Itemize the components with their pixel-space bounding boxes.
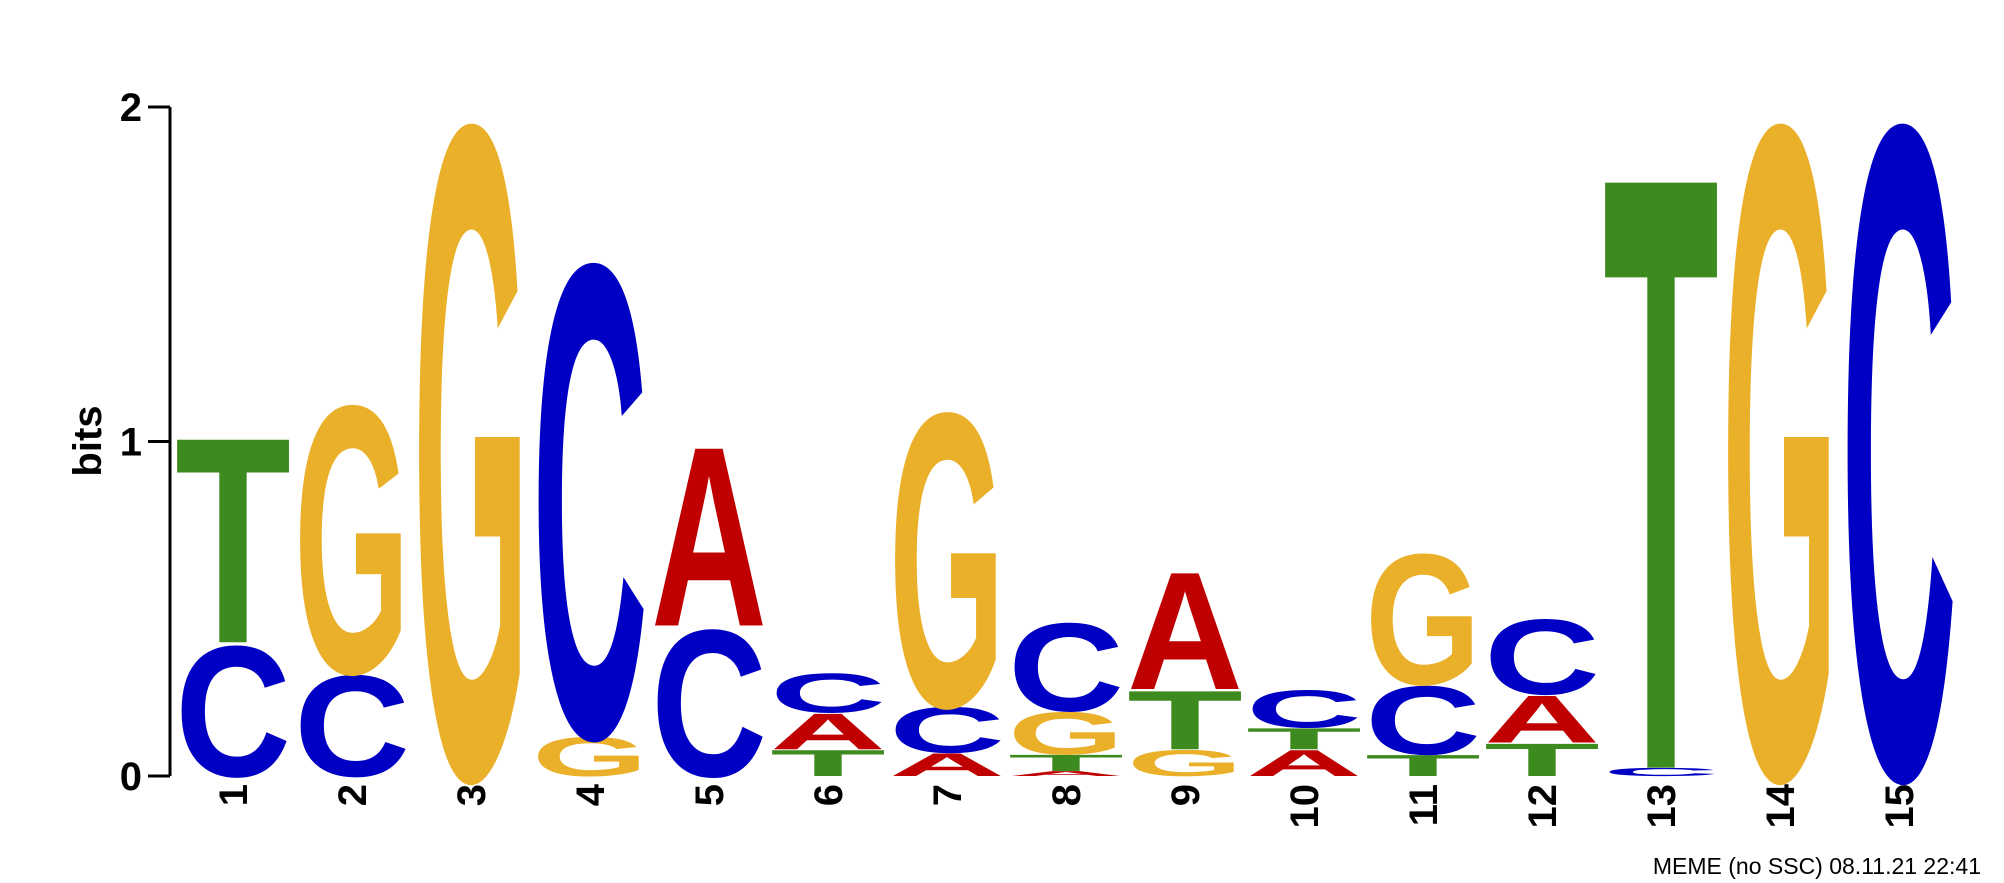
letter-glyph: G	[294, 326, 410, 754]
letter-glyph: T	[1127, 674, 1243, 768]
x-tick-label: 2	[331, 784, 375, 806]
letter-glyph: C	[532, 124, 648, 881]
x-tick-label: 14	[1759, 783, 1803, 828]
letter-glyph: T	[1246, 722, 1362, 756]
letter-glyph: C	[294, 646, 410, 807]
letter-glyph: A	[1246, 742, 1362, 784]
letter-glyph: C	[1365, 667, 1481, 776]
x-tick-label: 8	[1045, 784, 1089, 806]
letter-glyph: T	[1008, 750, 1124, 776]
letter-glyph: A	[770, 703, 886, 760]
letter-glyph: C	[770, 662, 886, 724]
letter-glyph: A	[1127, 537, 1243, 725]
letter-glyph: A	[1008, 770, 1124, 778]
x-tick-label: 3	[450, 784, 494, 806]
letter-glyph: T	[770, 742, 886, 784]
x-tick-label: 15	[1878, 784, 1922, 829]
letter-glyph: C	[1603, 766, 1719, 779]
y-axis-label: bits	[66, 405, 110, 476]
y-tick-label: 2	[120, 86, 142, 130]
letter-glyph: G	[413, 0, 529, 883]
x-tick-label: 6	[807, 784, 851, 806]
letter-glyph: C	[651, 586, 767, 821]
letter-glyph: T	[1484, 734, 1600, 786]
letter-glyph: G	[1008, 700, 1124, 768]
letter-glyph: T	[175, 377, 291, 705]
x-tick-label: 13	[1640, 784, 1684, 829]
letter-glyph: A	[1484, 682, 1600, 758]
letter-glyph: G	[1365, 515, 1481, 724]
x-tick-label: 7	[926, 784, 970, 806]
y-tick-label: 0	[120, 755, 142, 799]
letter-glyph: G	[1722, 0, 1838, 883]
letter-glyph: C	[1841, 0, 1957, 883]
x-tick-label: 5	[688, 784, 732, 806]
y-tick-label: 1	[120, 421, 142, 465]
x-tick-label: 9	[1164, 784, 1208, 806]
footer-note: MEME (no SSC) 08.11.21 22:41	[1653, 853, 1981, 879]
x-tick-label: 10	[1283, 784, 1327, 829]
letter-glyph: C	[1484, 597, 1600, 717]
x-tick-label: 12	[1521, 784, 1565, 829]
letter-glyph: C	[889, 693, 1005, 766]
letter-glyph: C	[175, 607, 291, 816]
letter-glyph: C	[1008, 596, 1124, 737]
letter-glyph: A	[889, 746, 1005, 783]
letter-glyph: G	[532, 725, 648, 788]
x-tick-label: 4	[569, 783, 613, 806]
letter-glyph: T	[1603, 0, 1719, 883]
x-tick-label: 11	[1402, 784, 1446, 826]
letter-glyph: A	[651, 394, 767, 681]
letter-glyph: T	[1365, 749, 1481, 783]
x-tick-label: 1	[212, 784, 256, 806]
letter-glyph: G	[1127, 743, 1243, 785]
letter-glyph: C	[1246, 679, 1362, 739]
letter-glyph: G	[889, 325, 1005, 796]
